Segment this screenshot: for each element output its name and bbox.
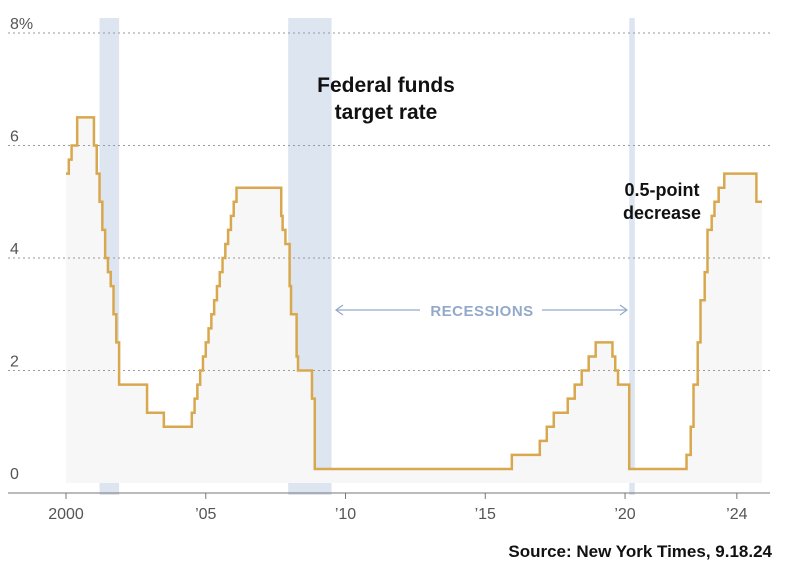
annotation-line-2: decrease: [623, 203, 701, 223]
recessions-label: RECESSIONS: [430, 303, 533, 320]
recessions-arrow-left-head: [334, 304, 344, 316]
chart-title-line-2: target rate: [335, 101, 438, 124]
y-tick-label-4: 4: [10, 241, 19, 258]
annotation-line-1: 0.5-point: [625, 180, 700, 200]
rate-line: [66, 116, 762, 471]
recessions-arrow-right-head: [619, 304, 629, 316]
x-tick-label-2024: ’24: [726, 506, 747, 523]
x-tick-label-2015: ’15: [475, 506, 496, 523]
rate-area-fill: [66, 117, 762, 483]
x-tick-label-2020: ’20: [614, 506, 635, 523]
recessions-annotation: RECESSIONS: [334, 303, 629, 320]
x-tick-label-2010: ’10: [335, 506, 356, 523]
x-tick-label-2000: 2000: [48, 506, 84, 523]
y-tick-label-0: 0: [10, 466, 19, 483]
y-tick-label-8: 8%: [10, 16, 33, 33]
y-tick-label-2: 2: [10, 354, 19, 371]
x-axis-ticks: 2000 ’05 ’10 ’15 ’20 ’24: [48, 493, 748, 523]
gridlines: 0 2 4 6 8%: [8, 16, 770, 483]
chart-title-line-1: Federal funds: [317, 74, 455, 97]
y-tick-label-6: 6: [10, 129, 19, 146]
x-tick-label-2005: ’05: [195, 506, 216, 523]
recession-band-3: [629, 18, 635, 495]
source-note: Source: New York Times, 9.18.24: [508, 542, 772, 561]
